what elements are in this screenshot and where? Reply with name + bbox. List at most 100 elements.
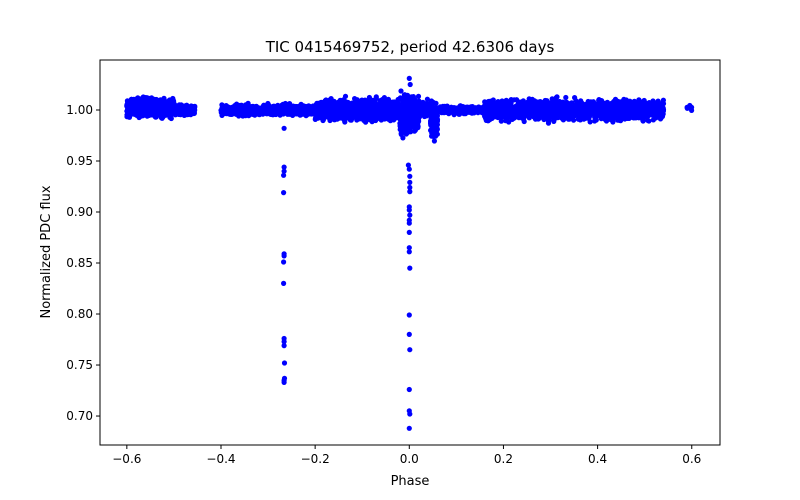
data-point (441, 106, 448, 112)
data-point (403, 104, 409, 110)
data-point (325, 114, 331, 120)
data-point (137, 108, 143, 114)
data-point (468, 109, 474, 115)
data-point (382, 99, 388, 105)
data-point (381, 103, 387, 109)
data-point (554, 94, 560, 100)
data-point (297, 110, 303, 116)
data-point (135, 98, 141, 104)
data-point (188, 105, 194, 112)
data-point (330, 114, 336, 121)
data-point (424, 96, 430, 102)
data-point (158, 115, 164, 121)
data-point (153, 96, 159, 103)
data-point (234, 107, 240, 113)
data-point (282, 107, 288, 113)
data-point (373, 94, 379, 100)
data-point (428, 105, 435, 111)
data-point (351, 105, 358, 111)
data-point (175, 108, 181, 114)
data-point (411, 128, 418, 134)
data-point (327, 98, 333, 104)
data-point (304, 109, 310, 115)
data-point (321, 108, 327, 115)
data-point (145, 112, 151, 118)
data-point (268, 105, 275, 111)
data-point (293, 104, 299, 110)
data-point (410, 119, 416, 125)
data-point (159, 99, 165, 105)
data-point (149, 95, 155, 101)
data-point (431, 131, 437, 137)
data-point (390, 104, 396, 110)
data-point (381, 95, 387, 101)
data-point (345, 110, 351, 116)
data-points (124, 75, 695, 431)
data-point (572, 95, 578, 101)
data-point (433, 100, 439, 106)
data-point (275, 105, 281, 111)
data-point (411, 113, 418, 120)
data-point (363, 119, 369, 125)
data-point (323, 103, 329, 109)
data-point (131, 101, 137, 107)
data-point (459, 107, 465, 113)
data-point (184, 108, 190, 114)
data-point (315, 102, 321, 108)
data-point (143, 95, 149, 101)
data-point (431, 138, 437, 144)
data-point (412, 97, 418, 104)
data-point (349, 111, 355, 117)
data-point (175, 104, 181, 110)
data-point (361, 101, 367, 107)
data-point (360, 109, 366, 115)
data-point (272, 110, 278, 117)
data-point (456, 111, 462, 117)
data-point (410, 94, 416, 100)
data-point (262, 105, 268, 111)
data-point (382, 110, 388, 116)
data-point (498, 118, 504, 124)
data-point (420, 109, 426, 116)
data-point (353, 99, 359, 105)
data-point (398, 88, 404, 94)
data-point (477, 107, 483, 113)
data-point (257, 109, 264, 115)
data-point (316, 108, 322, 114)
data-point (144, 103, 150, 109)
data-point (402, 126, 408, 132)
data-point (163, 107, 169, 114)
data-point (368, 107, 375, 113)
data-point (428, 98, 435, 104)
data-point (428, 121, 434, 127)
data-point (220, 107, 226, 113)
data-point (339, 101, 346, 107)
data-point (377, 106, 383, 112)
data-point (347, 117, 353, 123)
data-point (139, 103, 145, 109)
data-point (408, 124, 415, 130)
data-point (398, 114, 404, 120)
data-point (399, 109, 405, 115)
data-point (225, 106, 231, 113)
data-point (420, 105, 426, 111)
data-point (405, 117, 411, 124)
data-point (375, 114, 381, 120)
data-point (416, 101, 422, 107)
data-point (247, 106, 253, 112)
data-point (405, 111, 411, 117)
data-point (415, 93, 422, 99)
data-point (421, 113, 428, 120)
data-point (335, 115, 341, 121)
data-point (358, 114, 364, 121)
data-point (429, 116, 435, 123)
data-point (254, 105, 260, 111)
data-point (126, 108, 132, 115)
data-point (158, 108, 164, 114)
data-point (127, 99, 133, 105)
data-point (389, 113, 395, 119)
data-point (367, 97, 373, 103)
data-point (170, 97, 176, 103)
data-point (331, 105, 337, 111)
